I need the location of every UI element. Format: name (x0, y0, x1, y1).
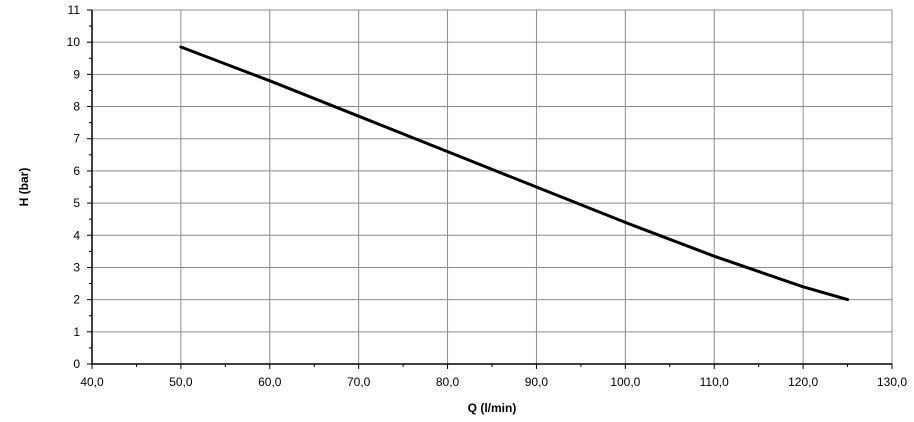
axes (87, 9, 893, 369)
plot-frame (91, 9, 893, 365)
y-axis-title: H (bar) (17, 168, 31, 207)
series-line (179, 45, 850, 302)
x-tick-label: 90,0 (525, 375, 549, 389)
x-tick-label: 120,0 (788, 375, 818, 389)
y-tick-label: 1 (73, 325, 80, 339)
x-axis-title: Q (l/min) (468, 401, 517, 415)
y-tick-label: 10 (67, 35, 81, 49)
y-tick-label: 0 (73, 357, 80, 371)
y-tick-label: 11 (68, 3, 81, 17)
x-tick-label: 70,0 (347, 375, 371, 389)
x-tick-label: 80,0 (436, 375, 460, 389)
y-tick-label: 8 (73, 100, 80, 114)
y-tick-label: 3 (73, 260, 80, 274)
x-tick-label: 130,0 (877, 375, 907, 389)
y-tick-label: 5 (73, 196, 80, 210)
x-tick-label: 40,0 (80, 375, 104, 389)
y-tick-label: 6 (73, 164, 80, 178)
y-tick-label: 2 (73, 293, 80, 307)
x-tick-label: 50,0 (169, 375, 193, 389)
y-tick-label: 7 (73, 132, 80, 146)
x-tick-label: 110,0 (700, 375, 729, 389)
gridlines (91, 9, 893, 365)
y-tick-label: 9 (73, 67, 80, 81)
x-tick-label: 60,0 (258, 375, 282, 389)
y-tick-label: 4 (73, 228, 80, 242)
x-axis-tick-labels: 40,0 50,0 60,0 70,0 80,0 90,0 100,0 110,0 120,0 1… (80, 375, 907, 389)
x-tick-label: 100,0 (610, 375, 640, 389)
y-axis-tick-labels: 0 1 2 3 4 5 6 7 8 9 10 11 (67, 3, 81, 371)
